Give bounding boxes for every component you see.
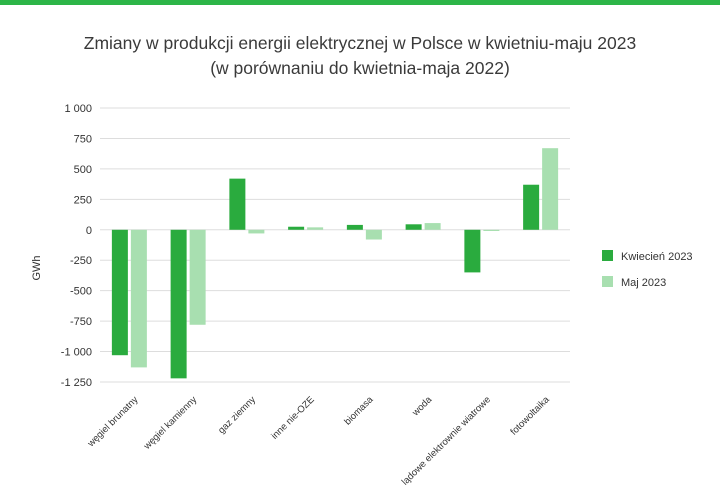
y-axis-ticks: 1 000 750 500 250 0 -250 -500 -750 -1 000 -1 250: [61, 103, 92, 389]
bar-kwiecien: [405, 224, 422, 230]
category-label: biomasa: [342, 394, 376, 428]
bar-kwiecien: [464, 229, 481, 273]
bar-kwiecien: [111, 229, 128, 356]
y-tick-label: 0: [86, 225, 92, 237]
legend: Kwiecień 2023 Maj 2023: [602, 250, 693, 289]
category-label: węgiel brunatny: [85, 394, 141, 450]
bar-maj: [365, 229, 382, 240]
bar-maj: [483, 229, 500, 231]
category-label: węgiel kamienny: [141, 394, 199, 452]
y-axis-label: GWh: [31, 255, 43, 280]
y-tick-label: -1 000: [61, 347, 92, 359]
bars: [111, 148, 559, 379]
category-label: gaz ziemny: [216, 394, 258, 436]
y-tick-label: 500: [74, 164, 92, 176]
top-accent-bar: [0, 0, 720, 5]
legend-label: Maj 2023: [621, 277, 666, 289]
category-label: fotowoltaika: [508, 394, 552, 438]
chart-title: Zmiany w produkcji energii elektrycznej …: [83, 33, 637, 53]
category-labels: węgiel brunatny węgiel kamienny gaz ziemny…: [85, 394, 552, 488]
bar-kwiecien: [229, 178, 246, 230]
bar-maj: [542, 148, 559, 230]
bar-maj: [130, 229, 147, 368]
legend-swatch: [602, 276, 613, 287]
y-tick-label: 750: [74, 133, 92, 145]
chart-subtitle: (w porównaniu do kwietnia-maja 2022): [210, 58, 510, 78]
legend-swatch: [602, 250, 613, 261]
y-tick-label: -500: [70, 286, 92, 298]
bar-kwiecien: [523, 184, 540, 230]
y-tick-label: -750: [70, 316, 92, 328]
legend-label: Kwiecień 2023: [621, 251, 693, 263]
bar-kwiecien: [346, 224, 363, 230]
bar-maj: [424, 223, 441, 230]
y-tick-label: 1 000: [64, 103, 92, 115]
category-label: woda: [410, 394, 435, 419]
bar-kwiecien: [288, 226, 305, 230]
chart-title-block: Zmiany w produkcji energii elektrycznej …: [0, 31, 720, 81]
bar-maj: [307, 227, 324, 230]
y-tick-label: -1 250: [61, 377, 92, 389]
category-label: inne nie-OZE: [269, 394, 316, 441]
y-tick-label: 250: [74, 194, 92, 206]
grid-lines: [100, 107, 570, 383]
bar-kwiecien: [170, 229, 187, 379]
bar-maj: [189, 229, 206, 325]
y-tick-label: -250: [70, 255, 92, 267]
bar-maj: [248, 229, 265, 234]
